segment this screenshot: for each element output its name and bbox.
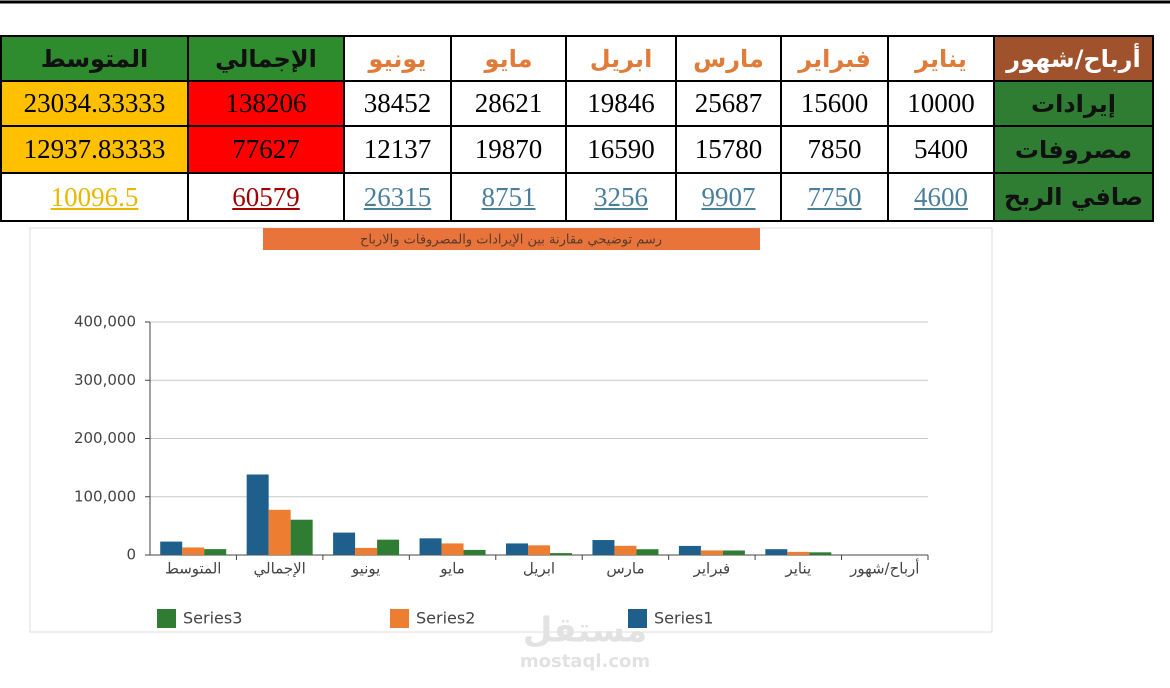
bar bbox=[333, 532, 356, 555]
value-cell: 28621 bbox=[450, 80, 567, 127]
bar bbox=[441, 543, 464, 555]
value-cell: 38452 bbox=[343, 80, 452, 127]
value-cell: 26315 bbox=[343, 172, 452, 222]
value-cell: 3256 bbox=[565, 172, 677, 222]
x-tick-label: الإجمالي bbox=[254, 560, 306, 579]
value-cell: 10096.5 bbox=[0, 172, 189, 222]
chart-title: رسم توضيحي مقارنة بين الإيرادات والمصروف… bbox=[360, 233, 662, 248]
header-cell: المتوسط bbox=[0, 35, 189, 82]
bar bbox=[787, 551, 810, 555]
value-cell: 7850 bbox=[780, 125, 889, 174]
bar bbox=[355, 547, 378, 555]
value-cell: 23034.33333 bbox=[0, 80, 189, 127]
y-tick-label: 100,000 bbox=[74, 487, 136, 505]
bar bbox=[678, 545, 701, 555]
y-tick-label: 0 bbox=[126, 546, 136, 564]
bar bbox=[614, 545, 637, 555]
value-cell: 16590 bbox=[565, 125, 677, 174]
value-cell: 8751 bbox=[450, 172, 567, 222]
bar bbox=[377, 539, 400, 555]
value-cell: 7750 bbox=[780, 172, 889, 222]
x-tick-label: فبراير bbox=[693, 560, 731, 578]
value-cell: 5400 bbox=[887, 125, 995, 174]
x-tick-label: مارس bbox=[606, 560, 644, 578]
header-cell: يناير bbox=[887, 35, 995, 82]
x-tick-label: مايو bbox=[439, 560, 465, 578]
legend-label: Series2 bbox=[416, 609, 475, 628]
header-cell: أرباح/شهور bbox=[993, 35, 1154, 82]
x-tick-label: يونيو bbox=[351, 560, 380, 578]
bar bbox=[765, 549, 788, 555]
bar bbox=[636, 549, 659, 555]
legend-swatch bbox=[157, 609, 176, 628]
header-cell: يونيو bbox=[343, 35, 452, 82]
x-tick-label: أرباح/شهور bbox=[849, 559, 919, 578]
value-cell: 15780 bbox=[675, 125, 782, 174]
legend-swatch bbox=[628, 609, 647, 628]
value-cell: 9907 bbox=[675, 172, 782, 222]
chart-frame bbox=[29, 227, 993, 633]
row-label: إيرادات bbox=[993, 80, 1154, 127]
bar bbox=[419, 538, 442, 555]
bar bbox=[700, 550, 723, 555]
value-cell: 25687 bbox=[675, 80, 782, 127]
value-cell: 12137 bbox=[343, 125, 452, 174]
value-cell: 77627 bbox=[187, 125, 345, 174]
bar bbox=[528, 545, 550, 555]
value-cell: 19870 bbox=[450, 125, 567, 174]
row-label: صافي الربح bbox=[993, 172, 1154, 222]
y-tick-label: 300,000 bbox=[74, 371, 136, 389]
bar bbox=[506, 543, 528, 555]
bar bbox=[246, 474, 269, 555]
x-tick-label: يناير bbox=[784, 560, 811, 578]
table-row: مصروفات 5400 7850 15780 16590 19870 12137 77627… bbox=[0, 125, 1154, 174]
value-cell: 19846 bbox=[565, 80, 677, 127]
x-tick-label: المتوسط bbox=[165, 560, 222, 578]
table-row: أرباح/شهور يناير فبراير مارس ابريل مايو يونيو ا… bbox=[0, 35, 1154, 82]
bar bbox=[182, 547, 205, 555]
value-cell: 4600 bbox=[887, 172, 995, 222]
bar bbox=[550, 553, 572, 555]
bar bbox=[204, 549, 227, 555]
value-cell: 10000 bbox=[887, 80, 995, 127]
bar bbox=[160, 541, 183, 555]
header-cell: فبراير bbox=[780, 35, 889, 82]
header-cell: مايو bbox=[450, 35, 567, 82]
bar bbox=[722, 550, 745, 555]
bar bbox=[268, 509, 291, 555]
value-cell: 60579 bbox=[187, 172, 345, 222]
bar bbox=[463, 549, 486, 555]
y-tick-label: 400,000 bbox=[74, 313, 136, 331]
header-cell: مارس bbox=[675, 35, 782, 82]
title-bar bbox=[263, 228, 760, 250]
table-row: صافي الربح 4600 7750 9907 3256 8751 26315 60579… bbox=[0, 172, 1154, 222]
legend-swatch bbox=[390, 609, 409, 628]
value-cell: 15600 bbox=[780, 80, 889, 127]
bar bbox=[592, 540, 615, 555]
table-row: إيرادات 10000 15600 25687 19846 28621 38452 138… bbox=[0, 80, 1154, 127]
legend-label: Series1 bbox=[654, 609, 713, 628]
legend-label: Series3 bbox=[183, 609, 242, 628]
bar bbox=[290, 519, 313, 555]
watermark-site: mostaql.com bbox=[520, 651, 650, 672]
value-cell: 12937.83333 bbox=[0, 125, 189, 174]
watermark-logo: مستقل bbox=[523, 611, 647, 651]
data-table: أرباح/شهور يناير فبراير مارس ابريل مايو يونيو ا… bbox=[0, 35, 1154, 222]
bar bbox=[809, 552, 832, 555]
row-label: مصروفات bbox=[993, 125, 1154, 174]
value-cell: 138206 bbox=[187, 80, 345, 127]
x-tick-label: ابريل bbox=[523, 560, 555, 578]
header-cell: الإجمالي bbox=[187, 35, 345, 82]
y-tick-label: 200,000 bbox=[74, 429, 136, 447]
header-cell: ابريل bbox=[565, 35, 677, 82]
